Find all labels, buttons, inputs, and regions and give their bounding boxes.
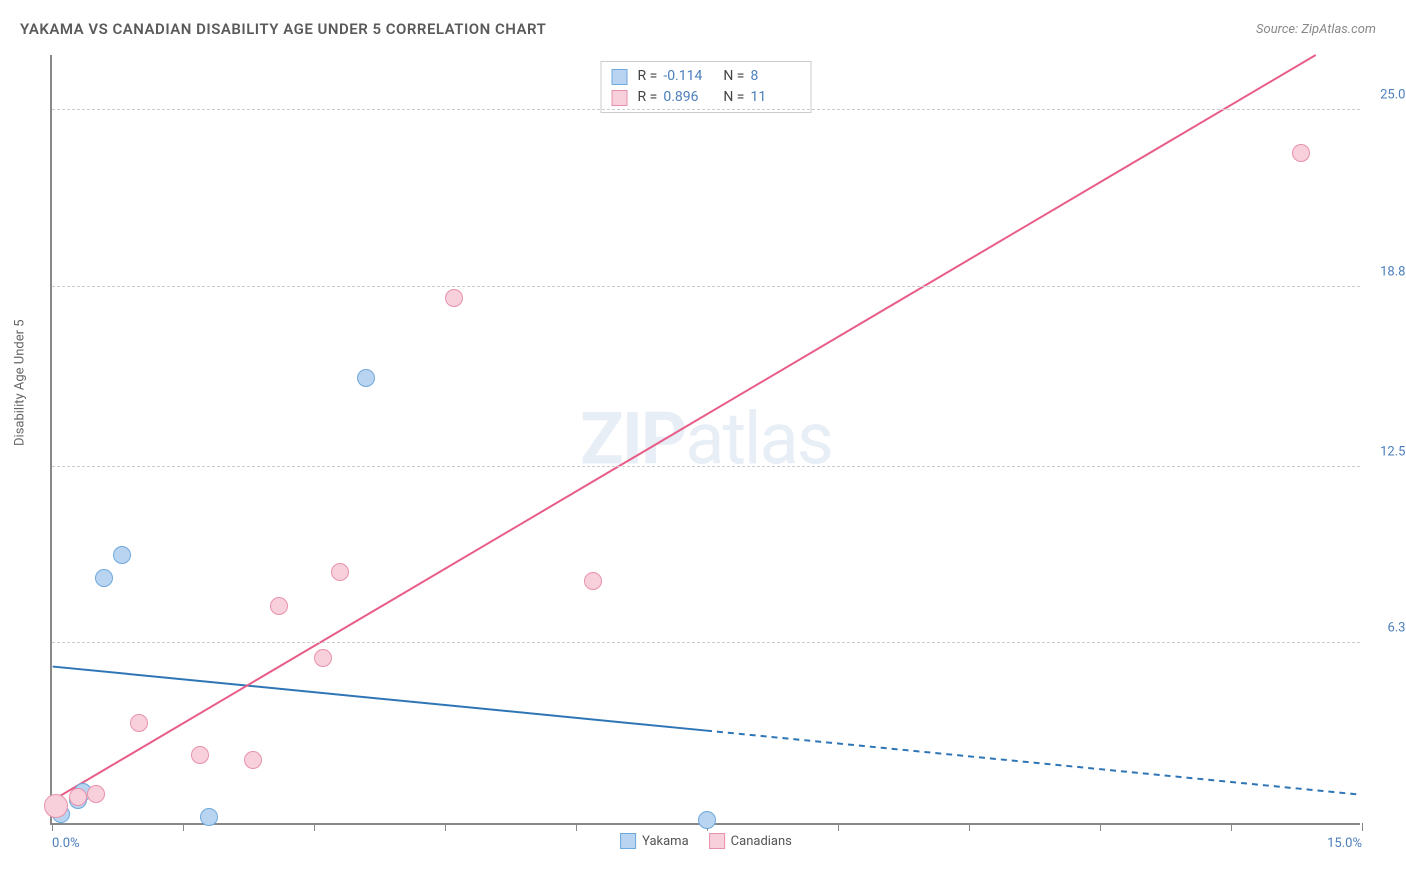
scatter-marker [87, 785, 105, 803]
stats-r-value: 0.896 [663, 87, 713, 108]
xtick [314, 823, 315, 831]
y-axis-label: Disability Age Under 5 [13, 319, 28, 446]
source-attribution: Source: ZipAtlas.com [1256, 22, 1376, 37]
series-legend-item: Canadians [709, 833, 792, 849]
scatter-marker [445, 289, 463, 307]
plot-area: ZIPatlas R = -0.114N = 8R = 0.896N = 11 … [50, 55, 1360, 825]
stats-legend-row: R = 0.896 N = 11 [612, 87, 801, 108]
scatter-marker [357, 369, 375, 387]
stats-n-label: N = [723, 87, 744, 108]
trend-line-solid [53, 55, 1316, 800]
series-legend: Yakama Canadians [620, 833, 792, 849]
chart-title: YAKAMA VS CANADIAN DISABILITY AGE UNDER … [20, 20, 546, 38]
scatter-marker [69, 788, 87, 806]
ytick-label: 12.5% [1380, 444, 1406, 459]
ytick-label: 18.8% [1380, 264, 1406, 279]
series-legend-item: Yakama [620, 833, 689, 849]
stats-r-label: R = [638, 87, 658, 108]
trend-line-dashed [706, 731, 1359, 795]
scatter-marker [44, 794, 68, 818]
gridline-h [52, 642, 1360, 643]
trend-line-solid [53, 667, 706, 731]
xtick [445, 823, 446, 831]
legend-swatch [612, 90, 628, 106]
xtick [1231, 823, 1232, 831]
xtick [52, 823, 53, 831]
stats-r-label: R = [638, 66, 658, 87]
stats-legend-row: R = -0.114 N = 8 [612, 66, 801, 87]
stats-n-label: N = [723, 66, 744, 87]
scatter-marker [331, 563, 349, 581]
scatter-marker [191, 746, 209, 764]
scatter-marker [130, 714, 148, 732]
series-name: Canadians [731, 834, 792, 849]
series-name: Yakama [642, 834, 689, 849]
scatter-marker [113, 546, 131, 564]
stats-n-value: 11 [750, 87, 800, 108]
xtick-label: 15.0% [1327, 836, 1362, 851]
xtick [1100, 823, 1101, 831]
scatter-marker [1292, 144, 1310, 162]
scatter-marker [584, 572, 602, 590]
chart-container: YAKAMA VS CANADIAN DISABILITY AGE UNDER … [0, 0, 1406, 892]
scatter-marker [698, 811, 716, 829]
xtick [183, 823, 184, 831]
xtick [576, 823, 577, 831]
gridline-h [52, 109, 1360, 110]
stats-n-value: 8 [750, 66, 800, 87]
scatter-marker [314, 649, 332, 667]
gridline-h [52, 466, 1360, 467]
legend-swatch [709, 833, 725, 849]
scatter-marker [95, 569, 113, 587]
ytick-label: 25.0% [1380, 88, 1406, 103]
scatter-marker [200, 808, 218, 826]
gridline-h [52, 286, 1360, 287]
trend-lines-svg [52, 55, 1360, 823]
scatter-marker [270, 597, 288, 615]
scatter-marker [244, 751, 262, 769]
legend-swatch [620, 833, 636, 849]
stats-r-value: -0.114 [663, 66, 713, 87]
xtick [969, 823, 970, 831]
xtick [1362, 823, 1363, 831]
ytick-label: 6.3% [1387, 621, 1406, 636]
legend-swatch [612, 69, 628, 85]
stats-legend-box: R = -0.114 N = 8 R = 0.896 N = 11 [601, 61, 812, 113]
xtick [838, 823, 839, 831]
xtick-label: 0.0% [52, 836, 80, 851]
